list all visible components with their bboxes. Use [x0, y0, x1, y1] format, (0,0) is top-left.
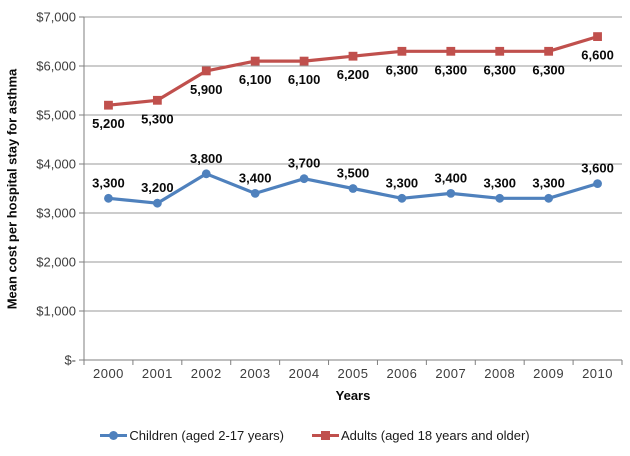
plot-svg: $- $1,000 $2,000 $3,000 $4,000 $5,000 $6,000 $7… — [36, 10, 623, 381]
adults-data-label: 6,100 — [239, 72, 272, 87]
children-data-label: 3,300 — [386, 175, 419, 190]
y-tick-label: $3,000 — [36, 206, 76, 221]
children-data-label: 3,700 — [288, 156, 321, 171]
adults-data-label: 5,300 — [141, 111, 174, 126]
adults-marker — [152, 95, 162, 105]
children-legend-sample — [100, 430, 128, 441]
children-data-label: 3,400 — [435, 170, 468, 185]
x-tick-label: 2000 — [93, 366, 124, 381]
legend: Children (aged 2-17 years) Adults (aged … — [0, 428, 630, 443]
adults-data-label: 5,900 — [190, 82, 223, 97]
y-tick-label: $7,000 — [36, 10, 76, 25]
adults-data-label: 6,300 — [483, 62, 516, 77]
adults-legend-sample — [312, 430, 339, 441]
children-legend-label: Children (aged 2-17 years) — [129, 428, 284, 443]
children-marker — [104, 193, 113, 203]
y-tick-label: $1,000 — [36, 304, 76, 319]
y-tick-label: $4,000 — [36, 157, 76, 172]
children-marker — [544, 193, 554, 203]
adults-square-marker-icon — [321, 431, 330, 440]
children-marker — [348, 184, 358, 193]
x-axis-title: Years — [335, 388, 371, 403]
adults-marker — [544, 46, 554, 56]
children-marker — [250, 189, 260, 198]
children-marker — [397, 193, 407, 203]
adults-marker — [446, 46, 456, 56]
adults-marker — [397, 46, 407, 56]
x-tick-label: 2002 — [191, 366, 222, 381]
y-tick-label: $5,000 — [36, 108, 76, 123]
y-tick-label: $2,000 — [36, 255, 76, 270]
adults-data-label: 6,300 — [532, 62, 565, 77]
legend-item-children: Children (aged 2-17 years) — [100, 428, 284, 443]
adults-legend-label: Adults (aged 18 years and older) — [341, 428, 530, 443]
children-data-label: 3,300 — [532, 175, 565, 190]
x-tick-label: 2005 — [338, 366, 369, 381]
adults-marker — [348, 51, 358, 61]
adults-data-label: 6,100 — [288, 72, 321, 87]
children-marker — [201, 169, 211, 179]
x-tick-label: 2007 — [435, 366, 466, 381]
children-data-label: 3,500 — [337, 166, 370, 181]
x-tick-label: 2009 — [533, 366, 564, 381]
adults-data-label: 6,300 — [386, 62, 419, 77]
children-marker — [152, 198, 162, 208]
children-marker — [495, 193, 505, 203]
children-data-label: 3,600 — [581, 161, 614, 176]
adults-data-label: 6,200 — [337, 67, 370, 82]
children-marker — [299, 174, 309, 184]
adults-data-label: 6,300 — [435, 62, 468, 77]
adults-marker — [593, 32, 602, 41]
x-tick-label: 2004 — [289, 366, 320, 381]
x-tick-label: 2008 — [484, 366, 515, 381]
y-tick-label: $6,000 — [36, 59, 76, 74]
x-tick-label: 2006 — [386, 366, 417, 381]
children-data-label: 3,300 — [92, 175, 125, 190]
children-marker — [593, 179, 602, 189]
adults-marker — [299, 56, 309, 66]
x-tick-label: 2001 — [142, 366, 173, 381]
adults-marker — [104, 100, 113, 110]
adults-marker — [201, 66, 211, 76]
children-data-label: 3,300 — [483, 175, 516, 190]
y-tick-label: $- — [64, 353, 76, 368]
x-tick-label: 2010 — [582, 366, 613, 381]
adults-data-label: 5,200 — [92, 116, 125, 131]
children-data-label: 3,200 — [141, 180, 174, 195]
children-circle-marker-icon — [109, 431, 119, 440]
children-marker — [446, 189, 456, 198]
children-data-label: 3,400 — [239, 170, 272, 185]
x-tick-label: 2003 — [240, 366, 271, 381]
adults-data-label: 6,600 — [581, 48, 614, 63]
adults-marker — [250, 56, 260, 66]
legend-item-adults: Adults (aged 18 years and older) — [312, 428, 530, 443]
adults-marker — [495, 46, 505, 56]
children-data-label: 3,800 — [190, 151, 223, 166]
